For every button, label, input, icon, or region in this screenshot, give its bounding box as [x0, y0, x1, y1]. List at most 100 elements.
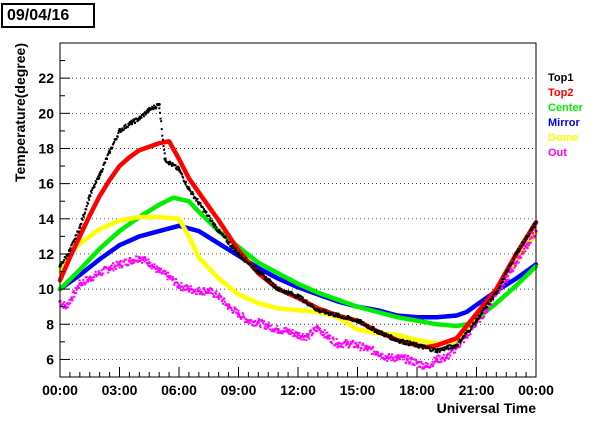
marker-out: [323, 336, 326, 339]
marker-out: [464, 334, 467, 337]
marker-out: [371, 345, 374, 348]
marker-top1: [416, 344, 418, 347]
marker-top1: [138, 118, 141, 121]
marker-top1: [101, 167, 104, 170]
marker-top1: [183, 181, 186, 184]
marker-out: [469, 333, 472, 336]
marker-top1: [381, 334, 384, 337]
marker-top1: [393, 337, 396, 340]
marker-top1: [85, 208, 88, 211]
marker-top1: [231, 244, 234, 247]
marker-out: [442, 357, 445, 360]
marker-top1: [144, 113, 147, 116]
marker-out: [363, 348, 366, 351]
marker-out: [526, 247, 529, 250]
marker-out: [300, 338, 303, 341]
marker-out: [357, 346, 360, 349]
marker-top1: [87, 197, 90, 200]
marker-out: [123, 260, 126, 263]
marker-out: [492, 299, 495, 302]
marker-top1: [321, 310, 324, 313]
marker-top1: [163, 148, 166, 151]
marker-out: [280, 332, 283, 335]
y-tick-label: 18: [38, 140, 54, 156]
marker-top1: [194, 197, 197, 200]
y-tick-label: 6: [46, 351, 54, 367]
marker-out: [455, 347, 458, 350]
marker-top1: [386, 334, 389, 337]
marker-out: [335, 343, 338, 346]
marker-top1: [266, 280, 269, 283]
marker-out: [311, 333, 314, 336]
marker-top1: [249, 263, 252, 266]
marker-out: [186, 286, 189, 289]
marker-top1: [417, 346, 420, 349]
marker-top1: [151, 105, 154, 108]
marker-out: [346, 341, 349, 344]
marker-out: [280, 330, 283, 333]
marker-out: [232, 311, 235, 314]
marker-top1: [439, 347, 442, 350]
marker-top1: [151, 106, 154, 109]
marker-out: [181, 289, 184, 292]
marker-out: [243, 316, 246, 319]
marker-out: [151, 265, 154, 268]
marker-out: [250, 320, 253, 323]
marker-out: [176, 282, 179, 285]
marker-out: [332, 336, 335, 339]
marker-top1: [323, 309, 326, 312]
marker-out: [69, 302, 72, 305]
marker-top1: [443, 349, 446, 352]
marker-top1: [297, 294, 300, 297]
marker-out: [398, 358, 401, 361]
marker-top1: [397, 339, 400, 342]
marker-top1: [215, 226, 218, 229]
marker-top1: [160, 128, 163, 131]
marker-out: [86, 279, 89, 282]
marker-out: [90, 278, 93, 281]
marker-out: [150, 264, 153, 267]
marker-top1: [507, 269, 510, 272]
line-top2: [57, 139, 539, 350]
marker-out: [72, 291, 75, 294]
marker-top1: [401, 341, 404, 344]
marker-top1: [431, 346, 434, 349]
marker-out: [339, 345, 342, 348]
marker-out: [156, 267, 159, 270]
marker-top1: [531, 228, 534, 231]
marker-out: [145, 259, 148, 262]
marker-top1: [511, 261, 514, 264]
marker-out: [249, 318, 252, 321]
marker-out: [256, 321, 259, 324]
marker-top1: [360, 323, 363, 326]
marker-out: [87, 277, 90, 280]
marker-top1: [489, 298, 492, 301]
marker-out: [495, 293, 498, 296]
marker-top1: [170, 164, 173, 167]
marker-top1: [280, 288, 283, 291]
marker-out: [382, 357, 385, 360]
marker-top1: [107, 153, 110, 156]
marker-out: [520, 253, 523, 256]
marker-top1: [145, 109, 148, 112]
marker-out: [410, 358, 413, 361]
marker-out: [192, 290, 195, 293]
marker-top1: [263, 278, 266, 281]
marker-top1: [526, 237, 529, 240]
x-axis-title: Universal Time: [437, 400, 537, 416]
marker-out: [94, 273, 97, 276]
marker-out: [116, 264, 119, 267]
marker-top1: [252, 268, 255, 271]
marker-out: [225, 304, 228, 307]
marker-out: [230, 308, 233, 311]
marker-top1: [142, 113, 145, 116]
marker-top1: [335, 312, 338, 315]
marker-top1: [421, 346, 424, 349]
marker-top1: [81, 218, 84, 221]
marker-top1: [163, 152, 166, 155]
marker-top1: [408, 340, 411, 343]
marker-out: [146, 261, 149, 264]
marker-top1: [86, 201, 89, 204]
marker-top1: [88, 198, 91, 201]
marker-top1: [413, 343, 416, 346]
